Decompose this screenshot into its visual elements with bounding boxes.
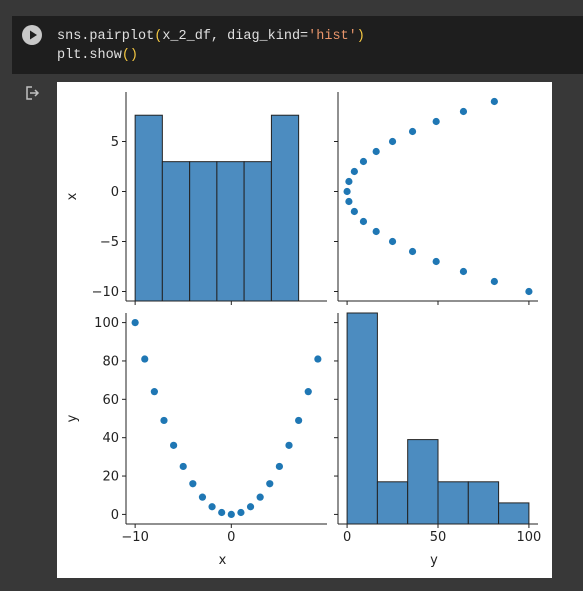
histogram-bar bbox=[467, 481, 500, 525]
y-tick-label: 5 bbox=[111, 135, 119, 150]
histogram-bar bbox=[216, 161, 245, 302]
scatter-point bbox=[432, 117, 440, 126]
code-line-1: sns.pairplot(x_2_df, diag_kind='hist') bbox=[57, 29, 365, 44]
scatter-point bbox=[459, 107, 468, 116]
scatter-point bbox=[189, 480, 197, 488]
scatter-point bbox=[256, 493, 264, 501]
histogram-bar bbox=[376, 481, 409, 525]
scatter-point bbox=[459, 267, 468, 276]
scatter-point bbox=[359, 157, 368, 166]
x-tick-label: 0 bbox=[343, 530, 351, 545]
scatter-point bbox=[343, 187, 351, 196]
y-tick-label: 60 bbox=[102, 393, 119, 408]
scatter-point bbox=[359, 217, 368, 226]
x-axis-label: y bbox=[430, 553, 438, 568]
scatter-point bbox=[304, 388, 312, 396]
scatter-point bbox=[131, 318, 139, 327]
scatter-point bbox=[408, 247, 417, 256]
code-line-2: plt.show() bbox=[57, 48, 138, 63]
scatter-point bbox=[285, 441, 293, 449]
x-tick-label: 50 bbox=[430, 530, 447, 545]
x-axis-label: x bbox=[219, 553, 227, 568]
scatter-point bbox=[275, 462, 283, 471]
scatter-point bbox=[198, 493, 207, 501]
scatter-point bbox=[345, 177, 353, 186]
scatter-point bbox=[388, 137, 397, 146]
histogram-bar bbox=[407, 439, 439, 525]
scatter-point bbox=[179, 462, 187, 471]
scatter-point bbox=[160, 416, 168, 425]
scatter-point bbox=[246, 503, 255, 511]
scatter-point bbox=[141, 355, 149, 363]
scatter-point bbox=[350, 207, 358, 216]
scatter-point bbox=[490, 277, 498, 286]
histogram-bar bbox=[243, 161, 272, 302]
code-string: 'hist' bbox=[308, 29, 357, 44]
scatter-point bbox=[372, 147, 380, 156]
scatter-point bbox=[408, 127, 417, 136]
y-tick-label: −5 bbox=[100, 235, 119, 250]
y-tick-label: −10 bbox=[92, 285, 119, 300]
code-token: plt.show bbox=[57, 48, 122, 63]
histogram-bar bbox=[161, 161, 191, 302]
y-tick-label: 40 bbox=[102, 431, 119, 446]
pairplot-figure: 5 0 −5 −10 −10 0 100 80 60 40 20 0 0 50 100 x y x y bbox=[57, 82, 552, 578]
scatter-point bbox=[150, 388, 158, 396]
scatter-point bbox=[432, 257, 440, 266]
y-tick-label: 20 bbox=[102, 470, 119, 485]
scatter-point bbox=[490, 97, 498, 106]
scatter-point bbox=[350, 167, 358, 176]
code-paren: ( bbox=[154, 29, 163, 44]
histogram-bar bbox=[498, 502, 530, 525]
scatter-point bbox=[525, 287, 533, 296]
code-token: x_2_df, diag_kind= bbox=[162, 29, 309, 44]
run-cell-button[interactable] bbox=[22, 25, 42, 45]
y-axis-label: x bbox=[65, 192, 80, 200]
scatter-point bbox=[345, 197, 353, 206]
y-tick-label: 0 bbox=[111, 508, 119, 523]
x-tick-label: 100 bbox=[516, 530, 541, 545]
play-circle-icon bbox=[30, 30, 37, 40]
x-tick-label: 0 bbox=[227, 530, 235, 545]
scatter-point bbox=[372, 227, 380, 236]
histogram-bar bbox=[270, 114, 300, 302]
scatter-point bbox=[388, 237, 397, 246]
x-tick-label: −10 bbox=[121, 530, 148, 545]
y-tick-label: 0 bbox=[111, 185, 119, 200]
y-axis-label: y bbox=[65, 414, 80, 422]
code-paren: () bbox=[121, 48, 139, 63]
y-tick-label: 80 bbox=[102, 354, 119, 369]
scatter-point bbox=[237, 508, 245, 517]
code-editor[interactable]: sns.pairplot(x_2_df, diag_kind='hist') p… bbox=[57, 27, 365, 65]
scatter-point bbox=[218, 508, 226, 517]
scatter-point bbox=[170, 441, 178, 449]
code-paren: ) bbox=[356, 29, 365, 44]
scatter-point bbox=[227, 510, 235, 519]
output-redirect-icon[interactable] bbox=[24, 85, 40, 106]
scatter-point bbox=[208, 503, 216, 511]
y-tick-label: 100 bbox=[94, 316, 119, 331]
code-token: sns.pairplot bbox=[57, 29, 155, 44]
histogram-bar bbox=[134, 114, 163, 302]
scatter-point bbox=[266, 480, 274, 488]
histogram-bar bbox=[346, 312, 378, 525]
scatter-point bbox=[295, 416, 303, 425]
code-cell[interactable]: sns.pairplot(x_2_df, diag_kind='hist') p… bbox=[12, 16, 583, 74]
histogram-bar bbox=[437, 481, 469, 525]
scatter-point bbox=[314, 355, 322, 363]
histogram-bar bbox=[189, 161, 218, 302]
